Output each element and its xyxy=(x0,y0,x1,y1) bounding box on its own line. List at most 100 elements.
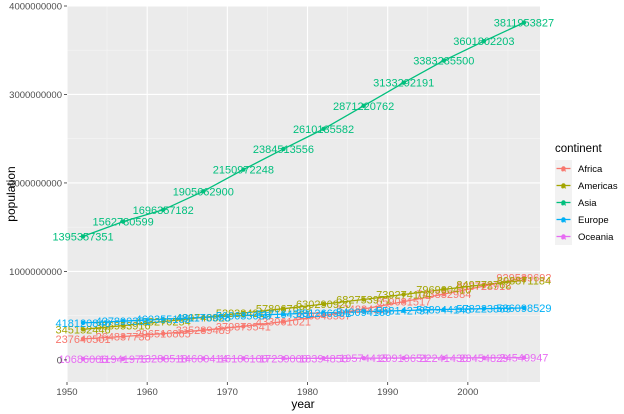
legend-label-asia: Asia xyxy=(578,198,597,209)
legend-label-europe: Europe xyxy=(578,215,609,226)
data-point-africa xyxy=(161,331,166,336)
data-label-europe: 586098529 xyxy=(496,303,551,315)
data-label-americas: 849772762 xyxy=(456,280,511,292)
y-axis-title: population xyxy=(4,166,18,221)
legend-label-oceania: Oceania xyxy=(578,232,614,243)
data-label-oceania: 10686006 xyxy=(59,354,108,366)
data-label-americas: 433270254 xyxy=(136,317,191,329)
data-point-europe xyxy=(80,320,86,326)
legend-label-americas: Americas xyxy=(578,181,618,192)
data-label-africa: 379879541 xyxy=(216,321,271,333)
legend-label-africa: Africa xyxy=(578,164,603,175)
legend-title: continent xyxy=(555,143,602,155)
data-point-americas xyxy=(281,306,286,311)
data-label-asia: 1562780599 xyxy=(93,217,154,229)
legend-key-glyph-africa: a xyxy=(561,164,567,174)
x-tick-label: 1970 xyxy=(217,387,238,398)
data-label-asia: 2610135582 xyxy=(293,124,354,136)
legend-key-point-europe xyxy=(561,217,566,222)
data-label-europe: 578223869 xyxy=(456,304,511,316)
data-point-asia xyxy=(401,80,406,85)
plot-panel xyxy=(67,6,540,382)
data-label-americas: 480746623 xyxy=(176,312,231,324)
data-point-oceania xyxy=(401,355,406,361)
data-point-oceania xyxy=(80,356,86,362)
data-label-americas: 386953916 xyxy=(96,321,151,333)
data-label-oceania: 17239000 xyxy=(259,353,308,365)
data-label-asia: 3383285500 xyxy=(413,56,474,68)
x-tick-label: 2000 xyxy=(457,387,478,398)
data-point-europe xyxy=(321,310,326,316)
data-point-oceania xyxy=(161,356,166,361)
data-point-asia xyxy=(201,189,206,194)
x-tick-label: 1980 xyxy=(297,387,318,398)
data-label-africa: 659081517 xyxy=(376,297,431,309)
legend-key-point-americas xyxy=(561,183,566,188)
data-label-europe: 568944148 xyxy=(416,305,471,317)
legend-key-glyph-americas: a xyxy=(561,181,567,191)
data-point-asia xyxy=(241,167,246,172)
data-label-oceania: 23454829 xyxy=(459,353,508,365)
data-label-africa: 929539692 xyxy=(496,273,551,285)
data-point-europe xyxy=(201,315,206,320)
data-point-americas xyxy=(441,287,446,292)
data-label-oceania: 14600414 xyxy=(179,354,228,366)
data-point-americas xyxy=(361,297,366,302)
y-axis-ticks: 0 1000000000 2000000000 3000000000 400000000… xyxy=(9,2,67,366)
data-label-oceania: 13283518 xyxy=(139,354,188,366)
data-label-africa: 499348587 xyxy=(296,311,351,323)
data-point-africa xyxy=(241,324,246,329)
data-label-africa: 335289489 xyxy=(176,325,231,337)
data-point-europe xyxy=(401,308,406,313)
data-label-oceania: 19574415 xyxy=(339,353,388,365)
data-point-americas xyxy=(120,323,126,328)
x-axis-title: year xyxy=(291,397,314,411)
data-point-oceania xyxy=(441,355,446,361)
data-label-africa: 833723916 xyxy=(456,281,511,293)
data-label-europe: 517164531 xyxy=(256,309,311,321)
data-point-europe xyxy=(481,306,487,311)
data-label-asia: 1696357182 xyxy=(133,205,194,217)
data-point-asia xyxy=(281,146,286,152)
data-label-americas: 898871184 xyxy=(497,275,551,287)
data-point-europe xyxy=(361,309,366,315)
data-point-africa xyxy=(201,328,206,333)
data-label-asia: 2384513556 xyxy=(253,144,314,156)
legend-key-point-oceania xyxy=(561,234,566,239)
data-point-asia xyxy=(161,207,166,213)
data-label-europe: 418120846 xyxy=(56,318,111,330)
data-point-oceania xyxy=(120,356,126,362)
series-line-oceania xyxy=(82,357,525,360)
x-axis-ticks: 1950 1960 1970 1980 1990 2000 xyxy=(56,382,478,398)
y-tick-label: 0 xyxy=(57,355,62,366)
data-label-europe: 437890351 xyxy=(96,316,151,328)
series-line-africa xyxy=(82,276,525,340)
data-point-europe xyxy=(241,313,246,318)
major-gridlines xyxy=(66,5,540,382)
legend: continent a Africa a Americas a Asia a Europe a O… xyxy=(555,143,618,245)
data-label-asia: 2871220762 xyxy=(333,101,394,113)
series-line-europe xyxy=(82,307,525,324)
data-label-europe: 558142797 xyxy=(376,306,431,318)
data-point-oceania xyxy=(241,356,246,361)
data-label-africa: 264837738 xyxy=(96,331,151,343)
data-label-africa: 433061021 xyxy=(256,317,311,329)
y-tick-label: 2000000000 xyxy=(9,178,62,189)
data-label-americas: 682753971 xyxy=(336,294,391,306)
data-label-africa: 237640501 xyxy=(56,334,111,346)
data-point-americas xyxy=(521,278,527,283)
data-label-africa: 296516865 xyxy=(136,329,191,341)
data-label-oceania: 22241430 xyxy=(419,353,468,365)
data-point-asia xyxy=(441,58,446,63)
data-point-africa xyxy=(401,299,406,304)
data-label-europe: 543094160 xyxy=(336,307,391,319)
data-label-asia: 1905662900 xyxy=(173,186,234,198)
data-point-asia xyxy=(521,20,527,25)
data-point-americas xyxy=(80,327,86,332)
data-label-europe: 460355155 xyxy=(136,314,191,326)
data-label-asia: 2150972248 xyxy=(213,165,274,177)
minor-gridlines xyxy=(67,6,540,382)
data-label-oceania: 11941976 xyxy=(99,354,147,366)
legend-key-point-africa xyxy=(561,166,566,171)
data-label-oceania: 20919651 xyxy=(379,353,428,365)
